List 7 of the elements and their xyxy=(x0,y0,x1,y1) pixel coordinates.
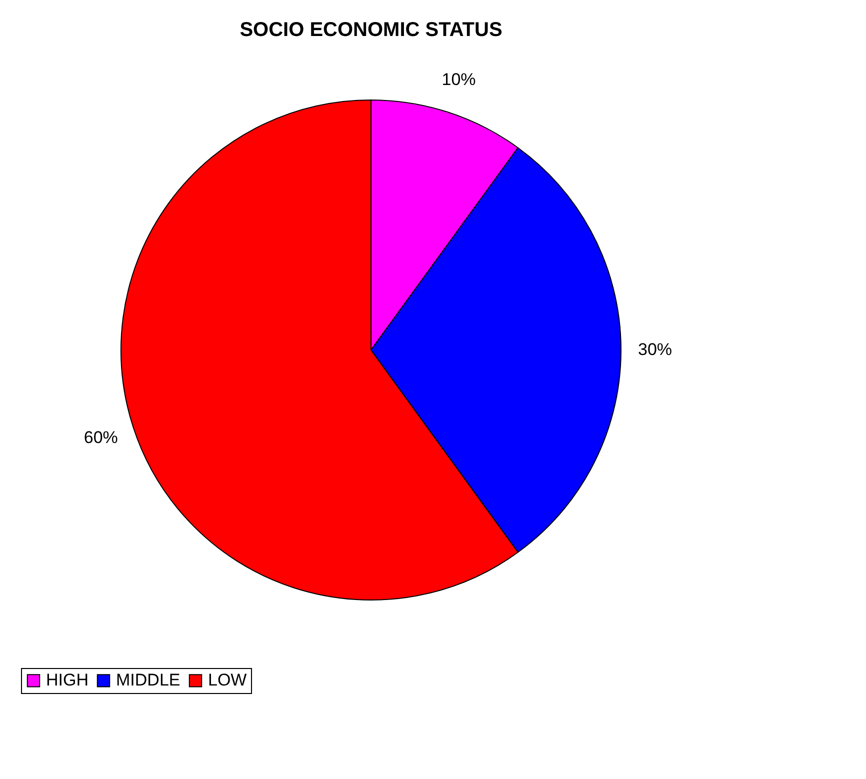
chart-title: SOCIO ECONOMIC STATUS xyxy=(240,19,502,41)
data-label: 30% xyxy=(638,340,672,359)
data-label: 10% xyxy=(442,70,476,89)
legend-label: MIDDLE xyxy=(116,670,180,690)
data-label: 60% xyxy=(84,428,118,447)
legend-label: HIGH xyxy=(46,670,88,690)
legend-label: LOW xyxy=(208,670,247,690)
